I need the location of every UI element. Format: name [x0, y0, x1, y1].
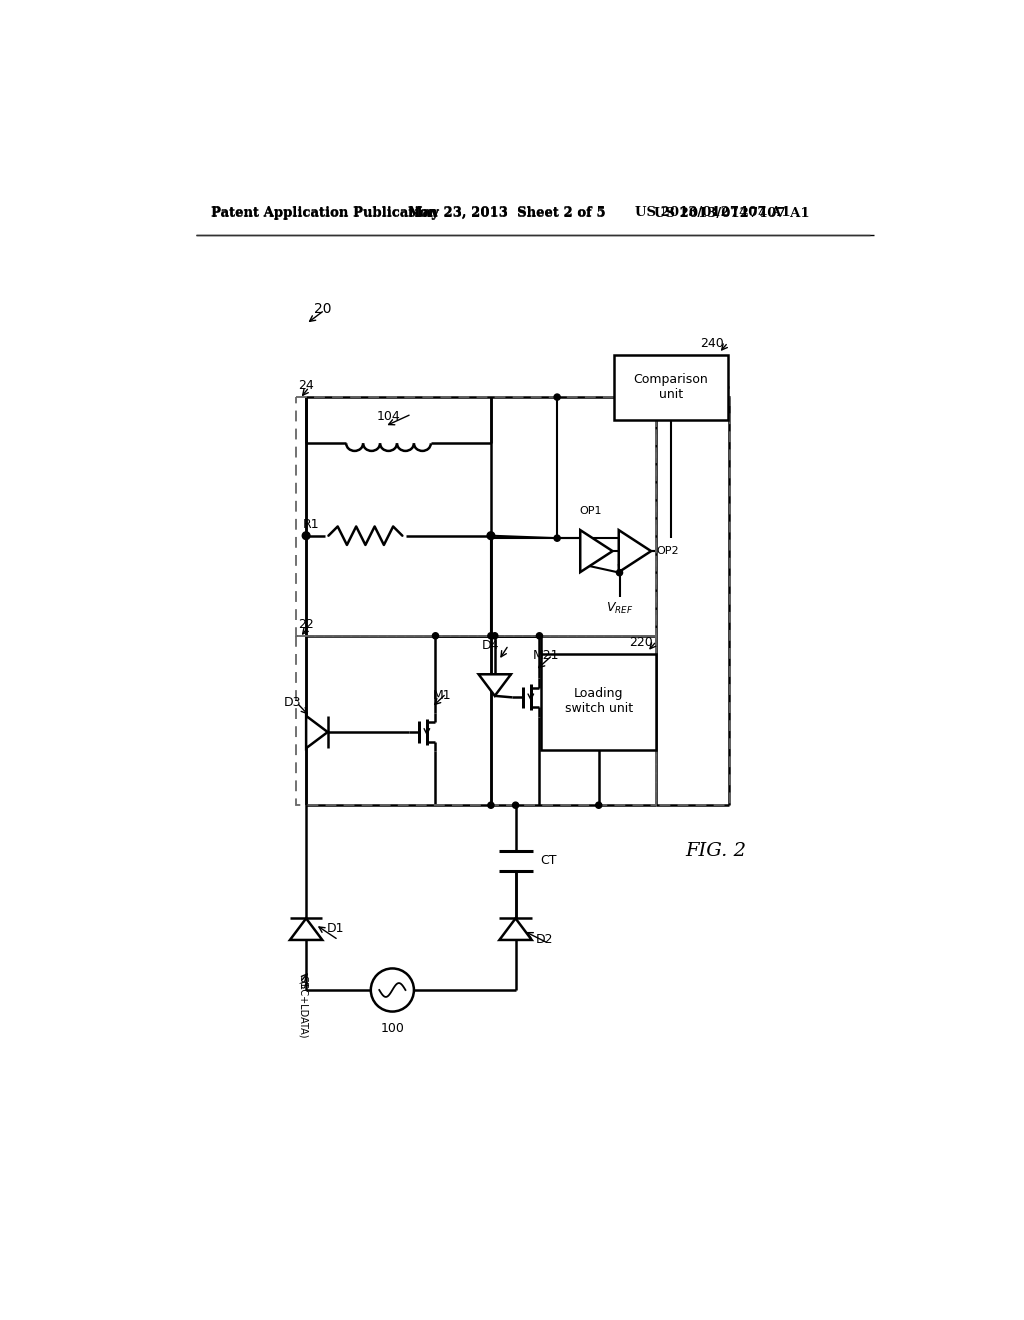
Circle shape — [554, 535, 560, 541]
Text: Loading
switch unit: Loading switch unit — [564, 688, 633, 715]
Text: US 2013/0127407 A1: US 2013/0127407 A1 — [635, 206, 791, 219]
Text: (LC+LDATA): (LC+LDATA) — [297, 979, 307, 1039]
Polygon shape — [306, 715, 328, 748]
Text: OP2: OP2 — [656, 546, 679, 556]
Circle shape — [487, 803, 494, 808]
Text: May 23, 2013  Sheet 2 of 5: May 23, 2013 Sheet 2 of 5 — [408, 207, 605, 220]
Polygon shape — [581, 531, 612, 572]
Polygon shape — [478, 675, 511, 696]
Bar — [296, 397, 656, 636]
Circle shape — [492, 632, 498, 639]
Circle shape — [616, 570, 623, 576]
Text: 220: 220 — [629, 636, 652, 649]
Text: R1: R1 — [303, 517, 319, 531]
Text: D2: D2 — [537, 933, 554, 946]
Text: 240: 240 — [700, 338, 724, 351]
Circle shape — [302, 532, 310, 540]
Text: 104: 104 — [377, 409, 400, 422]
Polygon shape — [500, 919, 531, 940]
Bar — [296, 636, 656, 805]
Text: M21: M21 — [534, 648, 559, 661]
Text: M1: M1 — [433, 689, 452, 702]
Text: OP1: OP1 — [579, 506, 601, 516]
Polygon shape — [290, 919, 323, 940]
Circle shape — [512, 803, 518, 808]
Text: FIG. 2: FIG. 2 — [685, 842, 746, 861]
Circle shape — [537, 632, 543, 639]
Text: $V_{REF}$: $V_{REF}$ — [606, 602, 633, 616]
Text: 100: 100 — [381, 1022, 404, 1035]
Circle shape — [487, 632, 494, 639]
Circle shape — [487, 532, 495, 540]
Text: D4: D4 — [482, 639, 500, 652]
Bar — [656, 397, 730, 805]
Bar — [541, 653, 656, 750]
Text: US 2013/0127407 A1: US 2013/0127407 A1 — [654, 207, 810, 220]
Text: D3: D3 — [284, 696, 301, 709]
Text: D1: D1 — [327, 921, 344, 935]
Text: Comparison
unit: Comparison unit — [634, 374, 709, 401]
Text: Patent Application Publication: Patent Application Publication — [211, 206, 438, 219]
Text: SS: SS — [297, 975, 307, 990]
Text: Patent Application Publication: Patent Application Publication — [211, 207, 438, 220]
Circle shape — [596, 803, 602, 808]
Bar — [614, 355, 728, 420]
Text: 20: 20 — [314, 301, 332, 315]
Polygon shape — [618, 531, 651, 572]
Text: 24: 24 — [298, 379, 314, 392]
Circle shape — [554, 393, 560, 400]
Text: May 23, 2013  Sheet 2 of 5: May 23, 2013 Sheet 2 of 5 — [408, 206, 605, 219]
Text: 22: 22 — [298, 618, 314, 631]
Circle shape — [432, 632, 438, 639]
Text: CT: CT — [541, 854, 557, 867]
